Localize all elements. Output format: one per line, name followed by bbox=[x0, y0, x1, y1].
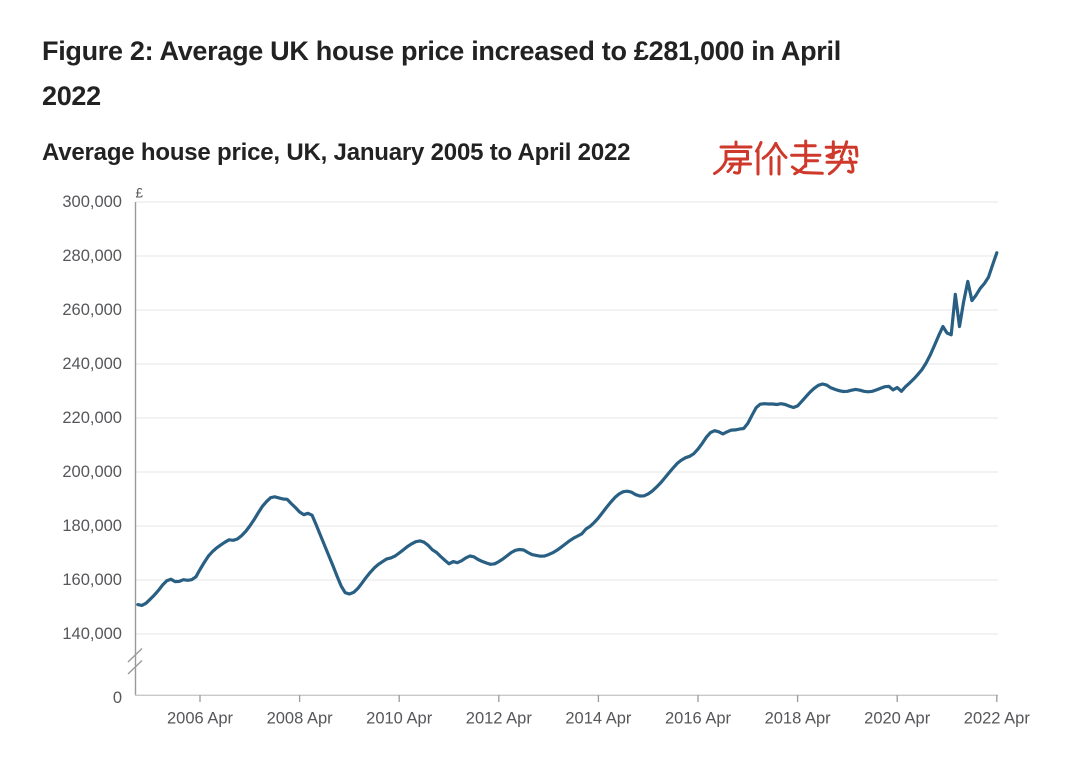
svg-text:2010 Apr: 2010 Apr bbox=[366, 710, 433, 728]
svg-text:300,000: 300,000 bbox=[62, 193, 122, 211]
svg-text:2008 Apr: 2008 Apr bbox=[267, 710, 334, 728]
svg-text:240,000: 240,000 bbox=[62, 355, 122, 373]
svg-text:2014 Apr: 2014 Apr bbox=[565, 710, 632, 728]
svg-text:2020 Apr: 2020 Apr bbox=[864, 710, 931, 728]
svg-text:0: 0 bbox=[113, 689, 122, 707]
svg-text:140,000: 140,000 bbox=[62, 625, 122, 643]
svg-text:£: £ bbox=[136, 186, 144, 201]
svg-text:2006 Apr: 2006 Apr bbox=[167, 710, 234, 728]
svg-text:160,000: 160,000 bbox=[62, 571, 122, 589]
svg-text:2016 Apr: 2016 Apr bbox=[665, 710, 732, 728]
svg-text:220,000: 220,000 bbox=[62, 409, 122, 427]
svg-text:2012 Apr: 2012 Apr bbox=[466, 710, 533, 728]
svg-text:2022 Apr: 2022 Apr bbox=[964, 710, 1031, 728]
svg-text:200,000: 200,000 bbox=[62, 463, 122, 481]
svg-text:260,000: 260,000 bbox=[62, 301, 122, 319]
svg-text:180,000: 180,000 bbox=[62, 517, 122, 535]
svg-text:280,000: 280,000 bbox=[62, 247, 122, 265]
svg-text:2018 Apr: 2018 Apr bbox=[765, 710, 832, 728]
